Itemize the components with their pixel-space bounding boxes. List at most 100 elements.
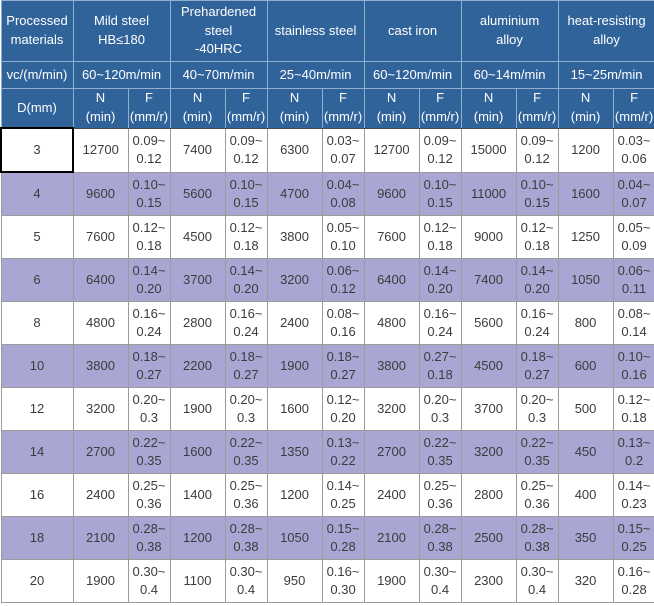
f-value-cell[interactable]: 0.20~ 0.3	[515, 387, 559, 431]
f-value-cell[interactable]: 0.15~ 0.28	[321, 516, 365, 560]
f-value-cell[interactable]: 0.30~ 0.4	[224, 559, 268, 603]
n-value-cell[interactable]: 12700	[363, 127, 420, 173]
f-value-cell[interactable]: 0.18~ 0.27	[515, 344, 559, 388]
n-value-cell[interactable]: 7400	[460, 258, 517, 302]
f-value-cell[interactable]: 0.20~ 0.3	[127, 387, 171, 431]
f-value-cell[interactable]: 0.30~ 0.4	[127, 559, 171, 603]
n-value-cell[interactable]: 2500	[460, 516, 517, 560]
f-value-cell[interactable]: 0.22~ 0.35	[224, 430, 268, 474]
n-value-cell[interactable]: 6300	[266, 127, 323, 173]
f-value-cell[interactable]: 0.25~ 0.36	[224, 473, 268, 517]
n-value-cell[interactable]: 2700	[363, 430, 420, 474]
f-value-cell[interactable]: 0.09~ 0.12	[224, 127, 268, 173]
f-value-cell[interactable]: 0.18~ 0.27	[127, 344, 171, 388]
n-value-cell[interactable]: 1900	[266, 344, 323, 388]
f-value-cell[interactable]: 0.09~ 0.12	[127, 127, 171, 173]
f-value-cell[interactable]: 0.22~ 0.35	[127, 430, 171, 474]
f-value-cell[interactable]: 0.25~ 0.36	[515, 473, 559, 517]
n-value-cell[interactable]: 2400	[72, 473, 129, 517]
n-value-cell[interactable]: 2800	[169, 301, 226, 345]
f-value-cell[interactable]: 0.27~ 0.18	[418, 344, 462, 388]
n-value-cell[interactable]: 1100	[169, 559, 226, 603]
f-value-cell[interactable]: 0.22~ 0.35	[515, 430, 559, 474]
f-value-cell[interactable]: 0.09~ 0.12	[515, 127, 559, 173]
f-value-cell[interactable]: 0.03~ 0.06	[612, 127, 654, 173]
n-value-cell[interactable]: 2100	[363, 516, 420, 560]
n-value-cell[interactable]: 800	[557, 301, 614, 345]
n-value-cell[interactable]: 1900	[363, 559, 420, 603]
n-value-cell[interactable]: 1200	[266, 473, 323, 517]
f-value-cell[interactable]: 0.16~ 0.24	[515, 301, 559, 345]
diameter-cell[interactable]: 10	[0, 344, 74, 388]
n-value-cell[interactable]: 12700	[72, 127, 129, 173]
f-value-cell[interactable]: 0.14~ 0.20	[515, 258, 559, 302]
diameter-cell[interactable]: 20	[0, 559, 74, 603]
f-value-cell[interactable]: 0.14~ 0.20	[224, 258, 268, 302]
n-value-cell[interactable]: 2400	[363, 473, 420, 517]
f-value-cell[interactable]: 0.06~ 0.11	[612, 258, 654, 302]
n-value-cell[interactable]: 6400	[72, 258, 129, 302]
n-value-cell[interactable]: 3200	[363, 387, 420, 431]
f-value-cell[interactable]: 0.12~ 0.20	[321, 387, 365, 431]
f-value-cell[interactable]: 0.15~ 0.25	[612, 516, 654, 560]
n-value-cell[interactable]: 400	[557, 473, 614, 517]
n-value-cell[interactable]: 6400	[363, 258, 420, 302]
n-value-cell[interactable]: 4500	[169, 215, 226, 259]
f-value-cell[interactable]: 0.08~ 0.14	[612, 301, 654, 345]
n-value-cell[interactable]: 5600	[460, 301, 517, 345]
f-value-cell[interactable]: 0.25~ 0.36	[418, 473, 462, 517]
n-value-cell[interactable]: 2700	[72, 430, 129, 474]
f-value-cell[interactable]: 0.03~ 0.07	[321, 127, 365, 173]
n-value-cell[interactable]: 1900	[169, 387, 226, 431]
n-value-cell[interactable]: 1400	[169, 473, 226, 517]
n-value-cell[interactable]: 11000	[460, 171, 517, 216]
f-value-cell[interactable]: 0.05~ 0.09	[612, 215, 654, 259]
f-value-cell[interactable]: 0.20~ 0.3	[224, 387, 268, 431]
diameter-cell[interactable]: 14	[0, 430, 74, 474]
n-value-cell[interactable]: 950	[266, 559, 323, 603]
f-value-cell[interactable]: 0.18~ 0.27	[224, 344, 268, 388]
f-value-cell[interactable]: 0.04~ 0.07	[612, 171, 654, 216]
f-value-cell[interactable]: 0.14~ 0.25	[321, 473, 365, 517]
f-value-cell[interactable]: 0.04~ 0.08	[321, 171, 365, 216]
f-value-cell[interactable]: 0.10~ 0.15	[224, 171, 268, 216]
n-value-cell[interactable]: 2300	[460, 559, 517, 603]
f-value-cell[interactable]: 0.25~ 0.36	[127, 473, 171, 517]
f-value-cell[interactable]: 0.16~ 0.30	[321, 559, 365, 603]
diameter-cell[interactable]: 16	[0, 473, 74, 517]
n-value-cell[interactable]: 3800	[266, 215, 323, 259]
f-value-cell[interactable]: 0.12~ 0.18	[515, 215, 559, 259]
n-value-cell[interactable]: 1900	[72, 559, 129, 603]
f-value-cell[interactable]: 0.10~ 0.15	[127, 171, 171, 216]
f-value-cell[interactable]: 0.10~ 0.15	[515, 171, 559, 216]
n-value-cell[interactable]: 15000	[460, 127, 517, 173]
n-value-cell[interactable]: 350	[557, 516, 614, 560]
f-value-cell[interactable]: 0.12~ 0.18	[612, 387, 654, 431]
f-value-cell[interactable]: 0.18~ 0.27	[321, 344, 365, 388]
f-value-cell[interactable]: 0.13~ 0.22	[321, 430, 365, 474]
f-value-cell[interactable]: 0.30~ 0.4	[515, 559, 559, 603]
f-value-cell[interactable]: 0.14~ 0.20	[127, 258, 171, 302]
n-value-cell[interactable]: 9600	[363, 171, 420, 216]
diameter-cell[interactable]: 8	[0, 301, 74, 345]
f-value-cell[interactable]: 0.05~ 0.10	[321, 215, 365, 259]
n-value-cell[interactable]: 600	[557, 344, 614, 388]
diameter-cell[interactable]: 4	[0, 171, 74, 216]
n-value-cell[interactable]: 320	[557, 559, 614, 603]
n-value-cell[interactable]: 4800	[72, 301, 129, 345]
f-value-cell[interactable]: 0.12~ 0.18	[127, 215, 171, 259]
f-value-cell[interactable]: 0.28~ 0.38	[418, 516, 462, 560]
f-value-cell[interactable]: 0.16~ 0.24	[418, 301, 462, 345]
f-value-cell[interactable]: 0.10~ 0.16	[612, 344, 654, 388]
n-value-cell[interactable]: 3800	[72, 344, 129, 388]
diameter-cell[interactable]: 3	[0, 127, 74, 173]
f-value-cell[interactable]: 0.28~ 0.38	[127, 516, 171, 560]
n-value-cell[interactable]: 3200	[460, 430, 517, 474]
f-value-cell[interactable]: 0.13~ 0.2	[612, 430, 654, 474]
n-value-cell[interactable]: 3200	[72, 387, 129, 431]
n-value-cell[interactable]: 4500	[460, 344, 517, 388]
n-value-cell[interactable]: 9000	[460, 215, 517, 259]
f-value-cell[interactable]: 0.12~ 0.18	[224, 215, 268, 259]
f-value-cell[interactable]: 0.30~ 0.4	[418, 559, 462, 603]
n-value-cell[interactable]: 2800	[460, 473, 517, 517]
